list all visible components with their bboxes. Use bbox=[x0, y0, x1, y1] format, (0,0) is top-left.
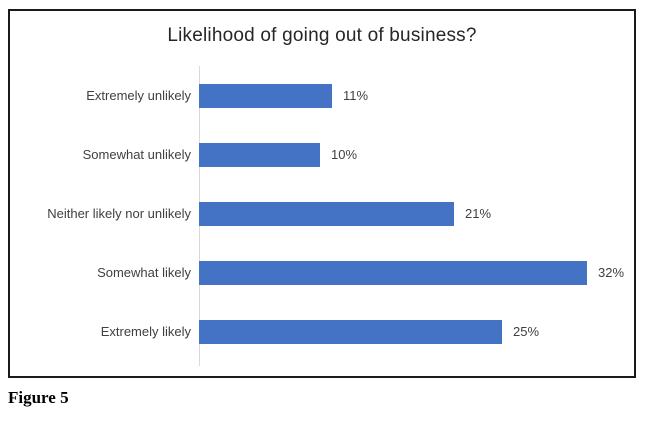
bar bbox=[199, 319, 502, 344]
bar-row: Somewhat likely 32% bbox=[10, 243, 634, 302]
category-label: Neither likely nor unlikely bbox=[47, 206, 191, 221]
value-label: 21% bbox=[465, 206, 492, 221]
category-label: Somewhat likely bbox=[97, 265, 191, 280]
bar-row: Extremely likely 25% bbox=[10, 302, 634, 361]
bar-row: Somewhat unlikely 10% bbox=[10, 125, 634, 184]
category-label: Extremely likely bbox=[100, 324, 191, 339]
bar-row: Extremely unlikely 11% bbox=[10, 66, 634, 125]
bar-row: Neither likely nor unlikely 21% bbox=[10, 184, 634, 243]
value-label: 10% bbox=[331, 147, 358, 162]
bar bbox=[199, 142, 320, 167]
value-label: 32% bbox=[598, 265, 625, 280]
bar-rows: Extremely unlikely 11% Somewhat unlikely 10… bbox=[10, 66, 634, 361]
bar bbox=[199, 83, 332, 108]
figure-caption: Figure 5 bbox=[8, 388, 69, 407]
chart-title: Likelihood of going out of business? bbox=[167, 25, 477, 46]
category-label: Extremely unlikely bbox=[86, 88, 191, 103]
bar bbox=[199, 201, 454, 226]
bar bbox=[199, 260, 587, 285]
value-label: 11% bbox=[343, 88, 369, 103]
category-label: Somewhat unlikely bbox=[82, 147, 191, 162]
chart-frame: Likelihood of going out of business? Ext… bbox=[8, 9, 636, 378]
value-label: 25% bbox=[513, 324, 540, 339]
